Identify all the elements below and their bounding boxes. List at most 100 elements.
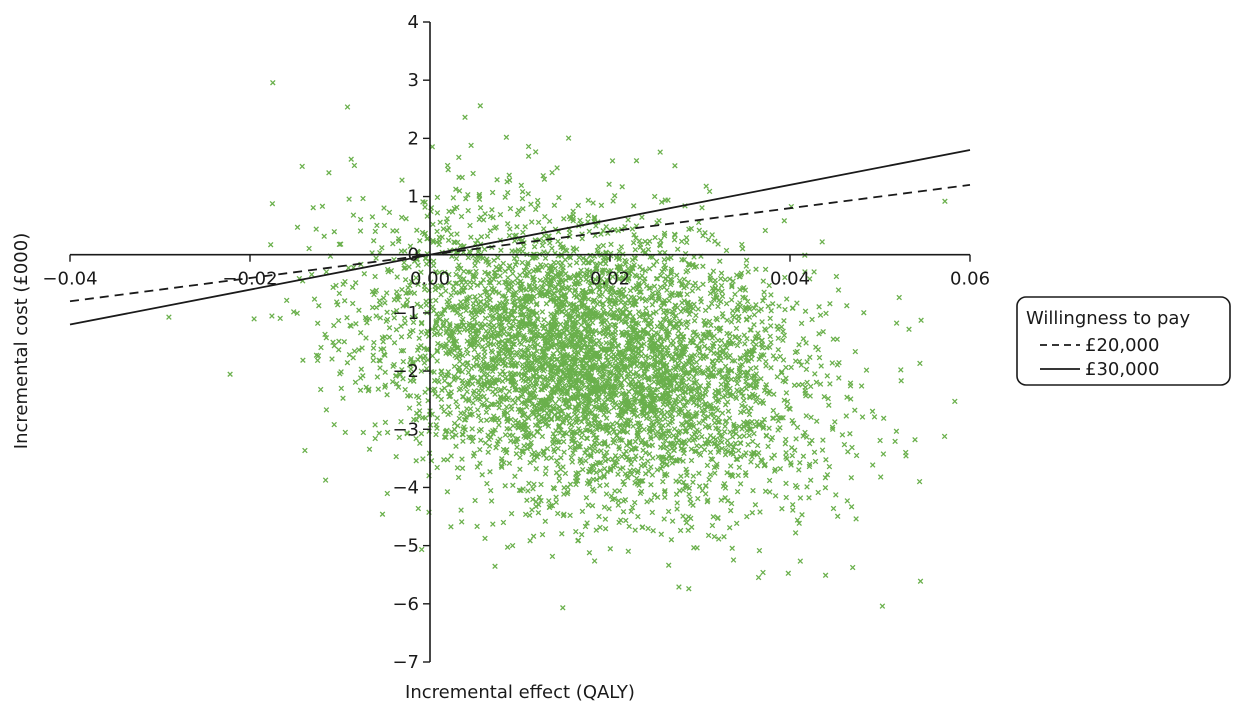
- scatter-point: [421, 286, 428, 293]
- scatter-point: [685, 514, 692, 520]
- scatter-point: [690, 479, 696, 486]
- scatter-point: [446, 338, 452, 344]
- scatter-point: [522, 511, 529, 518]
- scatter-point: [514, 211, 521, 218]
- scatter-point: [519, 195, 526, 202]
- scatter-point: [484, 480, 490, 487]
- scatter-point: [631, 255, 638, 261]
- scatter-point: [802, 384, 809, 391]
- scatter-point: [479, 472, 485, 478]
- scatter-point: [793, 436, 799, 442]
- scatter-point: [631, 499, 638, 506]
- scatter-point: [496, 279, 502, 286]
- scatter-point: [612, 400, 619, 406]
- scatter-point: [706, 188, 713, 195]
- scatter-point: [775, 418, 782, 424]
- scatter-point: [499, 378, 506, 385]
- scatter-point: [381, 222, 388, 229]
- scatter-point: [703, 183, 709, 189]
- scatter-point: [460, 287, 467, 294]
- scatter-point: [767, 489, 773, 495]
- scatter-point: [687, 496, 693, 502]
- scatter-point: [707, 472, 714, 478]
- scatter-point: [668, 536, 675, 543]
- scatter-point: [545, 233, 552, 239]
- scatter-point: [710, 514, 717, 520]
- scatter-point: [434, 358, 440, 364]
- scatter-point: [709, 232, 715, 238]
- scatter-point: [713, 315, 719, 322]
- scatter-point: [460, 322, 467, 329]
- scatter-point: [440, 226, 447, 232]
- scatter-point: [802, 429, 808, 436]
- scatter-point: [449, 209, 456, 215]
- scatter-point: [757, 509, 763, 515]
- scatter-point: [481, 402, 487, 409]
- scatter-point: [665, 308, 671, 314]
- scatter-point: [723, 300, 730, 307]
- scatter-point: [567, 444, 574, 451]
- scatter-point: [370, 345, 377, 351]
- scatter-point: [472, 497, 478, 504]
- scatter-point: [557, 466, 564, 473]
- scatter-point: [395, 384, 402, 390]
- scatter-point: [762, 326, 768, 332]
- scatter-point: [683, 370, 690, 376]
- scatter-point: [634, 413, 641, 419]
- scatter-point: [456, 174, 462, 180]
- scatter-point: [601, 504, 608, 510]
- scatter-point: [477, 103, 484, 109]
- scatter-point: [550, 431, 557, 437]
- scatter-point: [718, 381, 724, 388]
- scatter-point: [496, 422, 502, 428]
- scatter-point: [398, 334, 405, 340]
- scatter-point: [556, 365, 562, 371]
- scatter-point: [585, 502, 592, 508]
- scatter-point: [677, 291, 684, 297]
- scatter-point: [844, 394, 850, 401]
- scatter-point: [447, 323, 453, 329]
- scatter-point: [641, 426, 647, 433]
- scatter-point: [706, 476, 712, 483]
- scatter-point: [532, 149, 539, 155]
- scatter-point: [490, 389, 496, 395]
- scatter-point: [683, 519, 690, 526]
- scatter-point: [629, 226, 636, 232]
- scatter-point: [462, 284, 468, 290]
- scatter-point: [695, 495, 701, 502]
- scatter-point: [727, 463, 734, 469]
- scatter-point: [372, 435, 378, 442]
- scatter-point: [575, 202, 582, 209]
- scatter-point: [649, 302, 656, 308]
- scatter-point: [610, 198, 616, 204]
- scatter-point: [637, 328, 643, 335]
- scatter-point: [861, 309, 867, 316]
- scatter-point: [541, 232, 547, 239]
- scatter-point: [514, 223, 520, 230]
- scatter-point: [717, 325, 724, 331]
- scatter-point: [642, 462, 648, 469]
- scatter-point: [422, 204, 428, 210]
- scatter-point: [543, 300, 550, 307]
- scatter-point: [547, 240, 553, 246]
- scatter-point: [690, 380, 697, 386]
- scatter-point: [674, 506, 680, 512]
- scatter-point: [396, 434, 403, 441]
- scatter-point: [415, 505, 422, 512]
- scatter-point: [695, 285, 701, 292]
- scatter-point: [750, 487, 756, 494]
- scatter-point: [809, 316, 815, 323]
- scatter-point: [729, 282, 735, 288]
- scatter-point: [348, 156, 354, 162]
- scatter-point: [384, 429, 391, 436]
- scatter-point: [727, 507, 734, 514]
- scatter-point: [434, 228, 440, 235]
- scatter-point: [695, 306, 701, 312]
- scatter-point: [829, 360, 836, 366]
- scatter-point: [823, 456, 829, 463]
- scatter-point: [565, 489, 571, 495]
- scatter-point: [322, 477, 329, 483]
- scatter-point: [502, 432, 509, 438]
- scatter-point: [744, 335, 750, 342]
- scatter-point: [789, 452, 796, 459]
